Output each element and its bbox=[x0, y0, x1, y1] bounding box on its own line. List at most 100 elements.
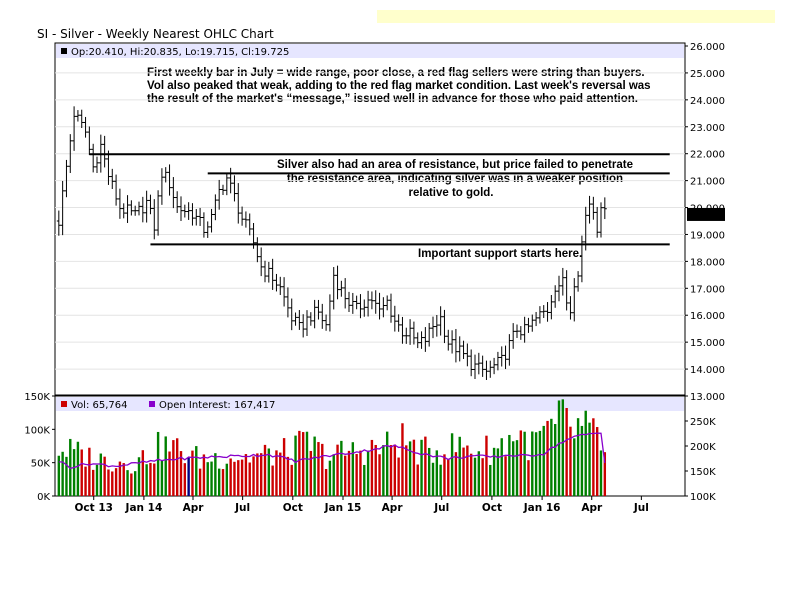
oi-tick-label: 250K bbox=[690, 417, 716, 428]
price-bar bbox=[190, 203, 195, 226]
volume-bar bbox=[382, 445, 385, 496]
volume-bar bbox=[240, 459, 244, 496]
price-bar bbox=[369, 291, 374, 310]
volume-bar bbox=[91, 469, 95, 496]
last-price-box bbox=[687, 207, 725, 221]
price-bar bbox=[179, 196, 183, 221]
price-bar bbox=[266, 261, 271, 283]
volume-bar bbox=[191, 450, 194, 496]
price-bar bbox=[553, 285, 558, 308]
price-tick-label: 21.000 bbox=[690, 177, 725, 188]
x-tick-label: Jul bbox=[234, 502, 250, 514]
volume-bars bbox=[57, 399, 607, 496]
price-bar bbox=[297, 310, 302, 330]
price-bar bbox=[579, 235, 584, 283]
volume-bar bbox=[439, 464, 442, 496]
volume-bar bbox=[538, 430, 542, 496]
price-bar bbox=[427, 322, 432, 347]
price-bar bbox=[526, 317, 531, 333]
volume-bar bbox=[282, 438, 286, 496]
price-bar bbox=[358, 294, 363, 319]
price-bar bbox=[167, 164, 172, 196]
annotation-line-2: Vol also peaked that weak, adding to the… bbox=[147, 80, 651, 92]
volume-bar bbox=[534, 432, 538, 496]
annotation-line-6: relative to gold. bbox=[409, 187, 494, 199]
volume-bar bbox=[351, 442, 355, 496]
volume-bar bbox=[496, 448, 500, 496]
price-bar bbox=[560, 267, 565, 296]
volume-bar bbox=[263, 444, 267, 496]
price-bar bbox=[289, 298, 294, 331]
price-bar bbox=[595, 206, 600, 238]
price-bar bbox=[79, 109, 84, 129]
annotation-line-5: the resistance area, indicating silver w… bbox=[287, 173, 623, 185]
volume-bar bbox=[217, 468, 221, 496]
volume-bar bbox=[118, 461, 122, 496]
price-bar bbox=[205, 221, 210, 238]
price-bar bbox=[324, 314, 329, 331]
volume-bar bbox=[489, 464, 492, 496]
volume-bar bbox=[370, 439, 374, 496]
price-bar bbox=[480, 355, 485, 377]
price-bar bbox=[64, 159, 69, 198]
price-bar bbox=[411, 321, 416, 345]
price-bar bbox=[163, 167, 168, 183]
price-bar bbox=[392, 305, 397, 332]
volume-bar bbox=[565, 408, 568, 496]
price-bar bbox=[308, 312, 313, 326]
volume-bar bbox=[271, 465, 274, 496]
price-bar bbox=[83, 116, 88, 138]
price-panel-header bbox=[56, 44, 684, 58]
volume-legend-swatch bbox=[61, 401, 67, 407]
volume-bar bbox=[237, 460, 240, 496]
price-bar bbox=[98, 134, 103, 173]
price-tick-label: 18.000 bbox=[690, 257, 725, 268]
volume-bar bbox=[95, 464, 99, 496]
volume-bar bbox=[588, 422, 591, 496]
price-y-axis: 26.00025.00024.00023.00022.00021.00020.0… bbox=[685, 42, 725, 403]
price-bar bbox=[576, 271, 581, 292]
volume-bar bbox=[420, 439, 423, 496]
volume-bar bbox=[473, 457, 477, 496]
price-bar bbox=[102, 135, 107, 168]
price-bar bbox=[293, 312, 298, 326]
price-bar bbox=[106, 150, 111, 185]
volume-bar bbox=[450, 433, 454, 496]
price-bar bbox=[186, 202, 191, 220]
price-bar bbox=[182, 204, 187, 218]
volume-bar bbox=[114, 468, 118, 496]
volume-bar bbox=[481, 458, 484, 496]
price-bar bbox=[144, 190, 149, 223]
price-bar bbox=[221, 184, 225, 196]
volume-tick-label: 150K bbox=[24, 392, 50, 403]
volume-bar bbox=[511, 441, 515, 496]
price-bar bbox=[343, 278, 348, 309]
price-bar bbox=[175, 191, 180, 213]
volume-bar bbox=[340, 440, 343, 496]
volume-bar bbox=[210, 461, 213, 496]
price-bar bbox=[133, 205, 138, 216]
price-panel bbox=[54, 42, 686, 396]
price-bar bbox=[385, 295, 390, 311]
volume-bar bbox=[290, 464, 293, 496]
volume-bar bbox=[595, 427, 599, 496]
volume-tick-label: 100K bbox=[24, 425, 50, 436]
price-bar bbox=[270, 258, 275, 290]
volume-bar bbox=[69, 438, 72, 496]
price-bar bbox=[198, 207, 203, 226]
x-tick-label: Apr bbox=[581, 502, 603, 514]
price-bar bbox=[335, 265, 340, 300]
volume-bar bbox=[195, 446, 198, 496]
volume-bar bbox=[133, 471, 137, 496]
volume-bar bbox=[187, 457, 190, 496]
volume-bar bbox=[443, 454, 446, 496]
price-bar bbox=[327, 294, 332, 332]
price-tick-label: 24.000 bbox=[690, 96, 725, 107]
oi-tick-label: 150K bbox=[690, 467, 716, 478]
volume-bar bbox=[599, 450, 603, 496]
price-tick-label: 13.000 bbox=[690, 392, 725, 403]
price-bar bbox=[431, 316, 435, 339]
price-bar bbox=[305, 310, 309, 336]
volume-bar bbox=[309, 450, 313, 496]
volume-bar bbox=[214, 453, 217, 496]
